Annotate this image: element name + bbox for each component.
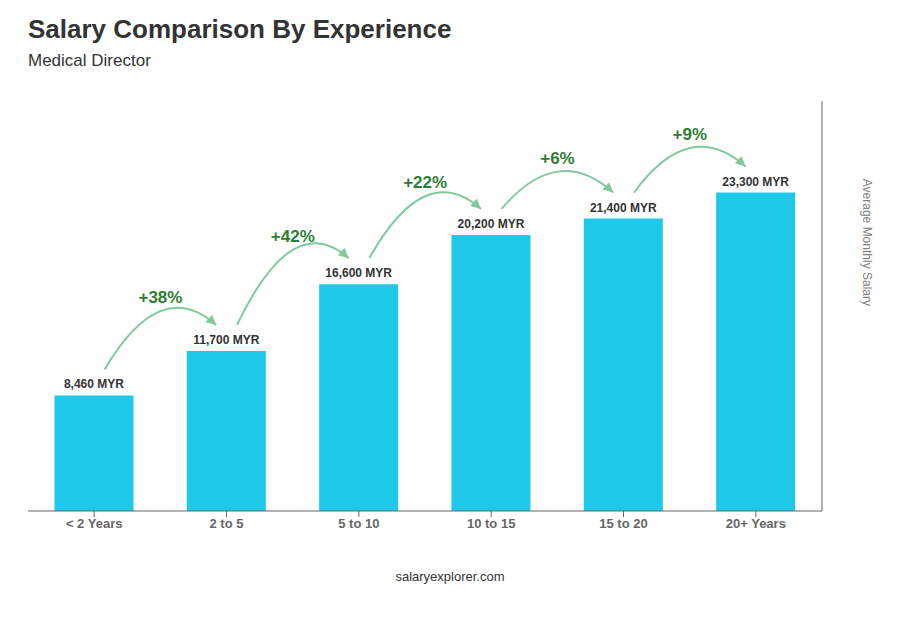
svg-text:+9%: +9% (673, 125, 708, 144)
html-text:salaryexplorer.com: salaryexplorer.com (395, 569, 505, 584)
svg-text:+6%: +6% (540, 149, 575, 168)
html-text:Salary Comparison By Experienc: Salary Comparison By Experience (28, 14, 452, 44)
svg-text:16,600 MYR: 16,600 MYR (325, 266, 392, 280)
svg-text:15 to 20: 15 to 20 (599, 516, 647, 531)
svg-text:+38%: +38% (138, 288, 182, 307)
svg-text:11,700 MYR: 11,700 MYR (193, 333, 259, 347)
svg-text:2 to 5: 2 to 5 (210, 516, 244, 531)
svg-text:5 to 10: 5 to 10 (338, 516, 379, 531)
svg-text:< 2 Years: < 2 Years (66, 516, 123, 531)
svg-text:Average Monthly Salary: Average Monthly Salary (860, 179, 874, 306)
svg-text:23,300 MYR: 23,300 MYR (722, 175, 789, 189)
svg-text:21,400 MYR: 21,400 MYR (590, 201, 657, 215)
html-text:Medical Director: Medical Director (28, 51, 151, 70)
svg-text:10 to 15: 10 to 15 (467, 516, 515, 531)
svg-text:+22%: +22% (403, 173, 447, 192)
svg-text:+42%: +42% (271, 227, 315, 246)
svg-text:8,460 MYR: 8,460 MYR (64, 377, 124, 391)
svg-text:20,200 MYR: 20,200 MYR (458, 217, 525, 231)
svg-text:20+ Years: 20+ Years (726, 516, 786, 531)
